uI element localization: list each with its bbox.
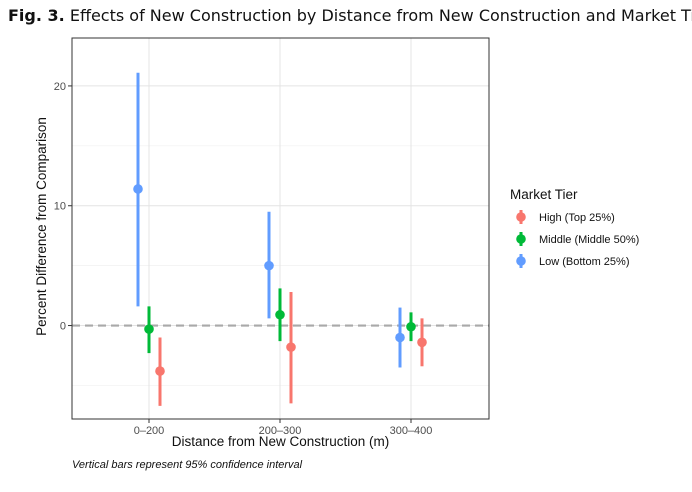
legend-label: Middle (Middle 50%) xyxy=(539,234,639,246)
figure-title-text: Effects of New Construction by Distance … xyxy=(69,6,692,25)
legend-label: Low (Bottom 25%) xyxy=(539,256,629,268)
data-point xyxy=(155,366,165,376)
series-low-bottom-25 xyxy=(133,72,405,368)
x-tick-label: 300–400 xyxy=(390,425,433,437)
data-point xyxy=(395,332,405,343)
legend-item: High (Top 25%) xyxy=(516,210,615,224)
series-middle-middle-50 xyxy=(144,288,416,354)
data-point xyxy=(417,337,427,348)
legend-key-point xyxy=(516,234,526,244)
y-tick-label: 10 xyxy=(54,201,66,213)
legend-key-point xyxy=(516,256,526,266)
legend-item: Low (Bottom 25%) xyxy=(516,254,629,268)
figure-title: Fig. 3. Effects of New Construction by D… xyxy=(8,6,692,25)
y-axis-title: Percent Difference from Comparison xyxy=(34,117,49,336)
data-point xyxy=(133,184,143,194)
legend-item: Middle (Middle 50%) xyxy=(516,232,639,246)
x-tick-label: 0–200 xyxy=(134,425,165,437)
x-tick-label: 200–300 xyxy=(259,425,302,437)
legend-label: High (Top 25%) xyxy=(539,212,615,224)
figure-label: Fig. 3. xyxy=(8,6,65,25)
data-point xyxy=(286,342,296,352)
data-point xyxy=(264,260,274,271)
series-high-top-25 xyxy=(155,292,427,406)
legend-key-point xyxy=(516,212,526,222)
legend: Market Tier High (Top 25%) Middle (Middle … xyxy=(510,187,639,268)
data-point xyxy=(275,309,285,320)
y-tick-label: 0 xyxy=(60,321,66,333)
data-point xyxy=(144,324,154,334)
data-point xyxy=(406,321,416,332)
legend-title: Market Tier xyxy=(510,187,578,202)
chart-note: Vertical bars represent 95% confidence i… xyxy=(72,459,303,471)
x-axis-title: Distance from New Construction (m) xyxy=(172,434,390,449)
y-tick-label: 20 xyxy=(54,81,66,93)
